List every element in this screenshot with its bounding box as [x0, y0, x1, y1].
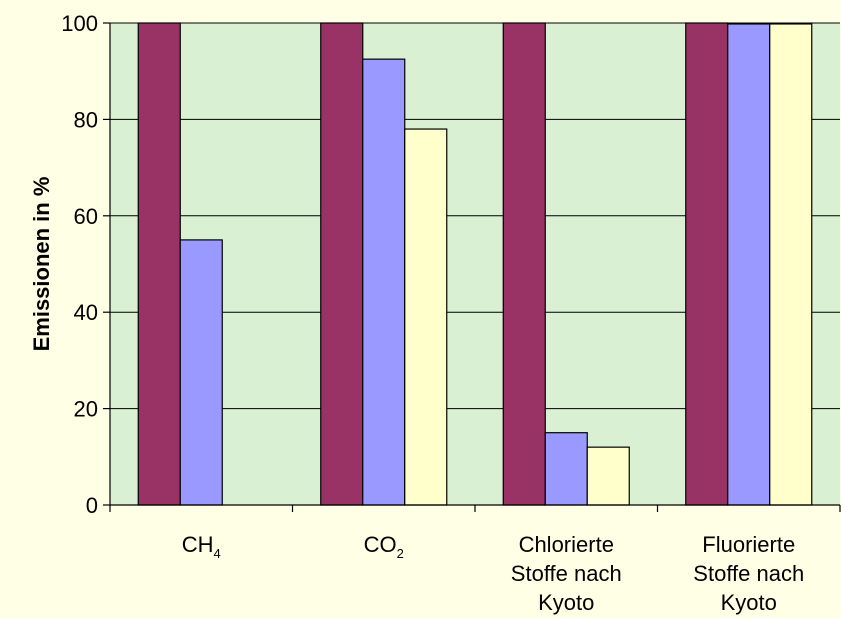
x-category-label-1-line-1: CH4	[182, 532, 221, 561]
bar-4-series-1	[685, 22, 729, 506]
y-tick-label-100: 100	[61, 11, 98, 36]
y-tick-label-40: 40	[74, 300, 98, 325]
y-tick-label-20: 20	[74, 397, 98, 422]
bar-2-series-1	[320, 22, 364, 506]
y-tick-label-80: 80	[74, 107, 98, 132]
x-category-label-4-line-2: Stoffe nach	[693, 561, 804, 586]
bar-4-series-2	[727, 23, 771, 506]
x-category-label-3-line-2: Stoffe nach	[511, 561, 622, 586]
y-tick-label-0: 0	[86, 493, 98, 518]
bar-3-series-1	[502, 22, 546, 506]
y-tick-label-60: 60	[74, 204, 98, 229]
bar-2-series-3	[404, 128, 448, 506]
x-category-label-3-line-3: Kyoto	[538, 590, 594, 615]
x-category-label-2-line-1: CO2	[364, 532, 404, 561]
x-category-label-4-line-3: Kyoto	[721, 590, 777, 615]
bar-3-series-3	[586, 446, 630, 506]
bar-2-series-2	[362, 58, 406, 506]
bar-3-series-2	[544, 432, 588, 506]
x-category-label-4-line-1: Fluorierte	[702, 532, 795, 557]
y-axis-title: Emissionen in %	[29, 177, 54, 352]
bar-1-series-2	[179, 239, 223, 506]
x-category-label-3-line-1: Chlorierte	[519, 532, 614, 557]
bar-1-series-1	[137, 22, 181, 506]
bar-4-series-3	[769, 23, 813, 506]
